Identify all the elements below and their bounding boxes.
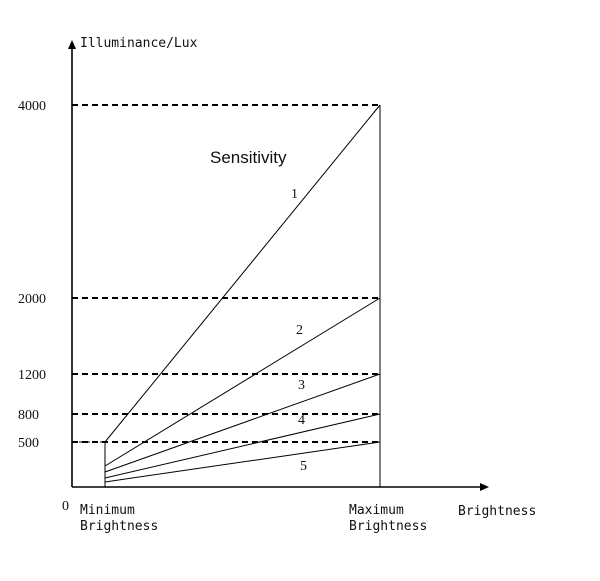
gridlines [72,104,380,443]
series-label-2: 2 [296,323,303,338]
series-label-1: 1 [291,187,298,202]
series-line-3 [104,373,381,473]
chart-title: Sensitivity [210,148,287,167]
x-tick-label-min-1: Minimum [80,503,135,518]
series-label-4: 4 [298,413,305,428]
series-line-2 [104,297,381,467]
x-tick-label-max-1: Maximum [349,503,404,518]
y-tick-label: 800 [18,408,39,423]
y-tick-label: 1200 [18,368,46,383]
series-line-5 [104,441,381,483]
series-label-5: 5 [300,459,307,474]
min-brightness-box [71,441,106,488]
x-axis-label: Brightness [458,504,536,519]
y-tick-label: 4000 [18,99,46,114]
series-labels: 1 2 3 4 5 [291,187,307,474]
y-axis-label: Illuminance/Lux [80,36,198,51]
y-tick-label: 500 [18,436,39,451]
series-lines [104,104,381,483]
series-label-3: 3 [298,378,305,393]
series-line-1 [104,104,381,443]
origin-label: 0 [62,499,69,514]
y-tick-label: 2000 [18,292,46,307]
series-line-4 [104,413,381,479]
x-tick-label-max-2: Brightness [349,519,427,534]
x-tick-label-min-2: Brightness [80,519,158,534]
y-tick-labels: 500 800 1200 2000 4000 [18,99,46,451]
